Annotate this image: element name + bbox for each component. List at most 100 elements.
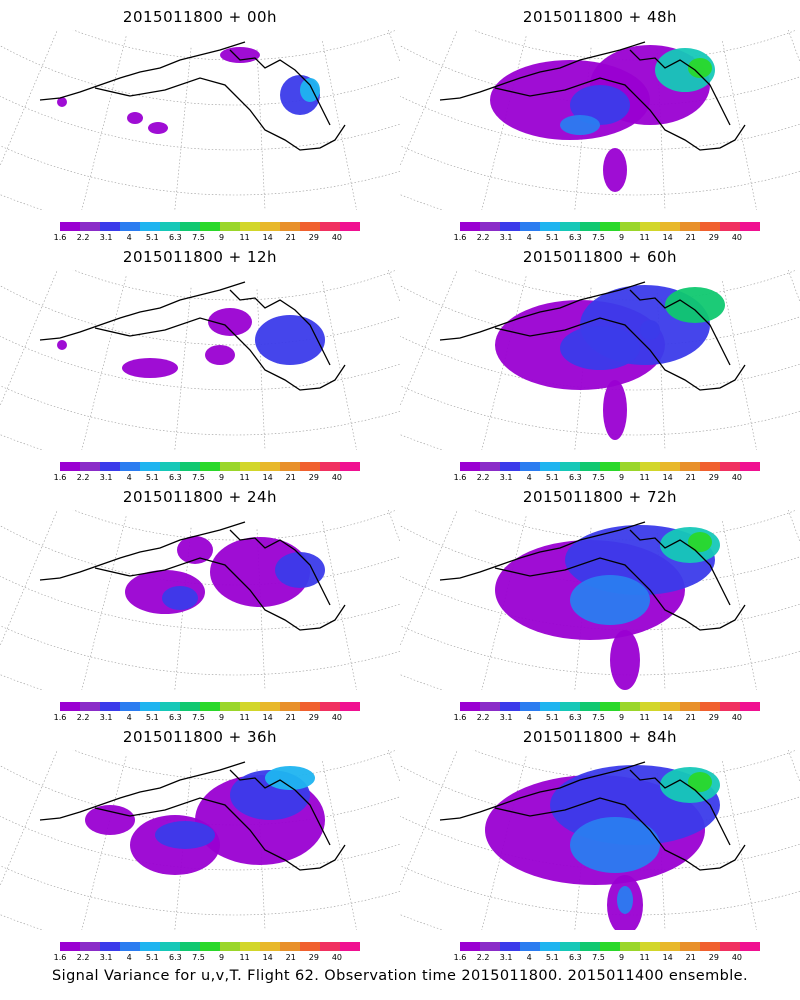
colorbar-swatch [620, 942, 640, 951]
longitude-gridline [722, 521, 757, 690]
colorbar-swatch [460, 222, 480, 231]
colorbar-swatch [340, 702, 360, 711]
colorbar-tick-label: 29 [708, 953, 719, 962]
variance-region [640, 320, 660, 340]
colorbar-swatch [560, 942, 580, 951]
colorbar-swatch [720, 702, 740, 711]
latitude-gridline [0, 434, 45, 450]
colorbar-tick-label: 4 [126, 473, 132, 482]
polar-map [0, 30, 400, 210]
colorbar-swatch [160, 702, 180, 711]
colorbar-tick-label: 2.2 [476, 713, 490, 722]
colorbar-tick-label: 4 [126, 233, 132, 242]
colorbar-swatch [280, 702, 300, 711]
colorbar-tick-label: 6.3 [569, 233, 582, 242]
colorbar-swatch [100, 702, 120, 711]
longitude-gridline [81, 756, 127, 930]
colorbar-swatch [260, 462, 280, 471]
colorbar-tick-label: 21 [685, 233, 696, 242]
colorbar-swatch [220, 222, 240, 231]
colorbar-swatch [640, 702, 660, 711]
variance-region [603, 148, 627, 192]
colorbar-tick-label: 5.1 [545, 473, 559, 482]
panel-title: 2015011800 + 60h [522, 248, 678, 266]
colorbar-tick-label: 21 [285, 473, 296, 482]
colorbar-swatch [600, 222, 620, 231]
colorbar-swatch [240, 702, 260, 711]
colorbar-tick-label: 1.6 [53, 953, 67, 962]
colorbar-swatch [680, 222, 700, 231]
colorbar-swatch [60, 222, 80, 231]
latitude-gridline [0, 95, 400, 151]
panel-title: 2015011800 + 48h [522, 8, 678, 26]
longitude-gridline [400, 270, 405, 396]
colorbar-swatch [740, 942, 760, 951]
colorbar-swatch [200, 942, 220, 951]
colorbar-swatch [600, 942, 620, 951]
colorbar [60, 942, 360, 951]
colorbar-tick-label: 4 [526, 713, 532, 722]
colorbar-tick-label: 5.1 [145, 473, 159, 482]
map-panel: 2015011800 + 36h 1.6 2.2 3.1 4 5.1 6.3 7.5 9 11 14… [0, 720, 400, 962]
colorbar-tick-label: 1.6 [453, 953, 467, 962]
colorbar-tick-label: 29 [308, 233, 319, 242]
colorbar-tick-label: 29 [708, 713, 719, 722]
longitude-gridline [0, 750, 5, 876]
colorbar-tick-label: 40 [331, 233, 343, 242]
colorbar-tick-label: 40 [331, 473, 343, 482]
map-panel: 2015011800 + 48h 1.6 2.2 3.1 4 5.1 6.3 7.5 9 11 14… [400, 0, 800, 242]
variance-region [155, 821, 215, 849]
longitude-gridline [81, 516, 127, 690]
colorbar-tick-label: 4 [126, 953, 132, 962]
longitude-gridline [400, 30, 405, 156]
colorbar-tick-label: 40 [331, 953, 343, 962]
colorbar-tick-label: 9 [218, 473, 225, 482]
longitude-gridline [787, 510, 800, 543]
colorbar-swatch [80, 222, 100, 231]
colorbar-swatch [200, 222, 220, 231]
latitude-gridline [0, 285, 400, 346]
panel-title: 2015011800 + 72h [522, 488, 678, 506]
colorbar-tick-label: 40 [731, 713, 743, 722]
longitude-gridline [787, 270, 800, 303]
colorbar-swatch [300, 222, 320, 231]
colorbar-swatch [740, 462, 760, 471]
colorbar-swatch [500, 222, 520, 231]
colorbar-tick-label: 7.5 [192, 473, 205, 482]
colorbar-tick-label: 2.2 [476, 473, 490, 482]
longitude-gridline [387, 750, 400, 783]
colorbar-tick-label: 6.3 [169, 953, 182, 962]
longitude-gridline [787, 750, 800, 783]
variance-region [255, 315, 325, 365]
longitude-gridline [400, 270, 458, 407]
variance-region [560, 326, 640, 370]
variance-region [560, 115, 600, 135]
colorbar-swatch [80, 462, 100, 471]
colorbar-swatch [560, 462, 580, 471]
variance-region [57, 340, 67, 350]
colorbar-swatch [600, 462, 620, 471]
colorbar-tick-label: 40 [731, 473, 743, 482]
colorbar-labels: 1.6 2.2 3.1 4 5.1 6.3 7.5 9 11 14 21 29 40 [54, 233, 360, 245]
colorbar-tick-label: 9 [618, 233, 625, 242]
colorbar-tick-label: 14 [662, 713, 673, 722]
colorbar-swatch [640, 942, 660, 951]
colorbar-tick-label: 5.1 [145, 233, 159, 242]
longitude-gridline [0, 30, 58, 167]
colorbar-tick-label: 6.3 [569, 953, 582, 962]
colorbar-swatch [520, 942, 540, 951]
colorbar-swatch [300, 942, 320, 951]
colorbar-tick-label: 14 [262, 473, 273, 482]
colorbar-swatch [60, 462, 80, 471]
colorbar-swatch [240, 222, 260, 231]
colorbar-swatch [660, 702, 680, 711]
colorbar-tick-label: 14 [662, 953, 673, 962]
longitude-gridline [0, 510, 58, 647]
longitude-gridline [387, 510, 400, 543]
longitude-gridline [722, 41, 757, 210]
coastline [39, 521, 346, 631]
coastline [439, 521, 746, 631]
polar-map [400, 750, 800, 930]
colorbar-swatch [280, 222, 300, 231]
variance-region [688, 532, 712, 552]
